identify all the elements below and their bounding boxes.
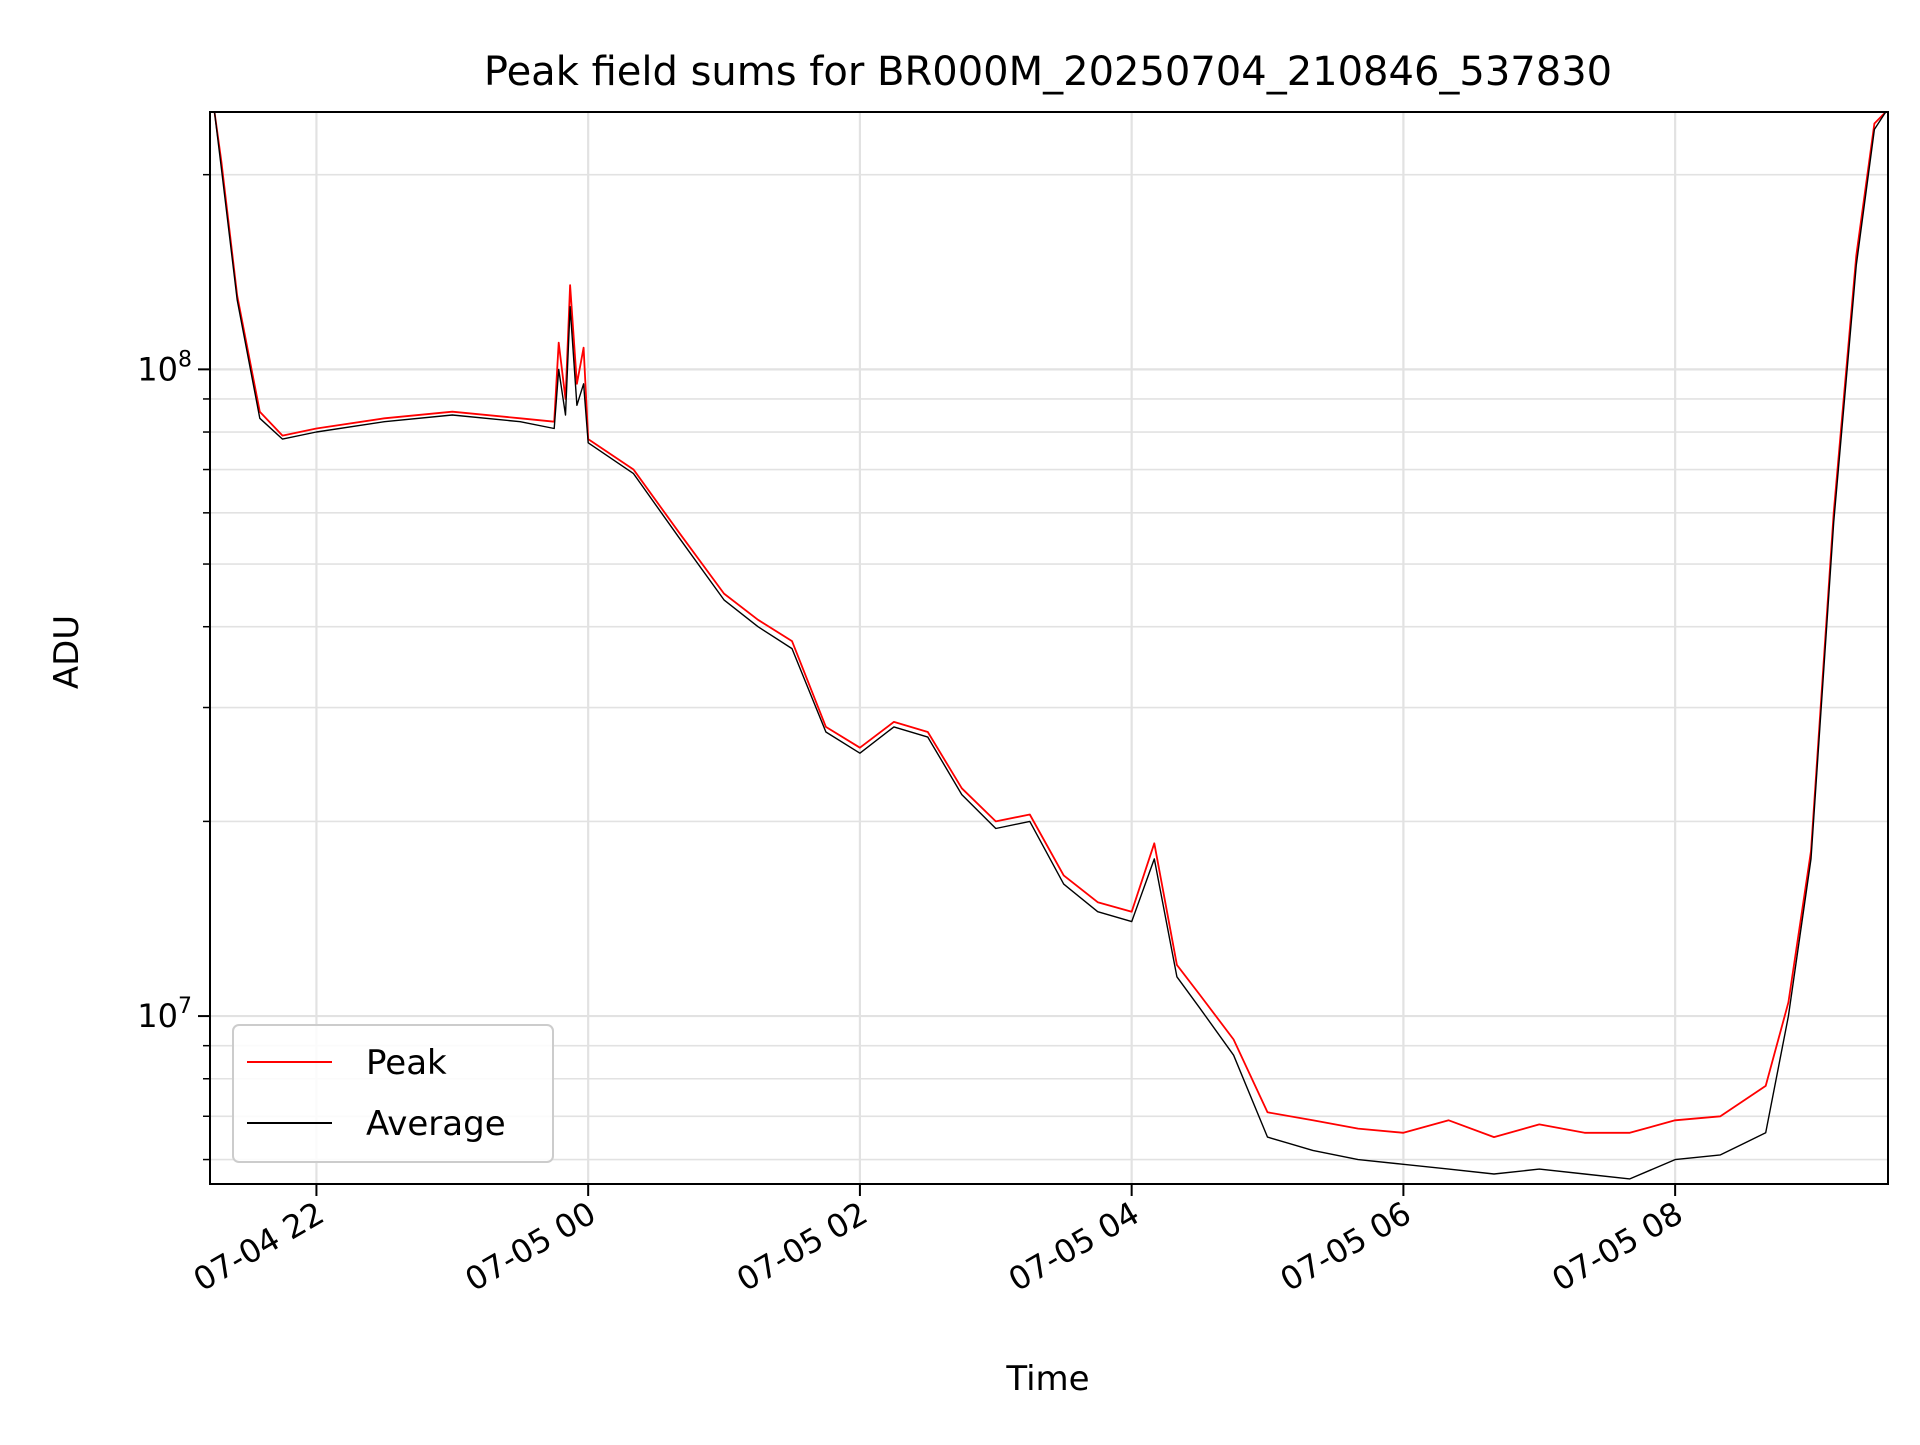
x-axis-label: Time: [1005, 1359, 1089, 1399]
y-tick-label-base: 10: [137, 350, 178, 388]
x-tick-label: 07-05 08: [1546, 1194, 1690, 1299]
chart-title: Peak field sums for BR000M_20250704_2108…: [484, 49, 1612, 95]
x-tick-label: 07-05 04: [1002, 1194, 1146, 1299]
x-tick-label: 07-05 06: [1274, 1194, 1418, 1299]
x-tick-label: 07-05 02: [730, 1194, 874, 1299]
y-tick-label: 107: [137, 994, 192, 1035]
legend-box: [232, 1024, 554, 1163]
y-tick-label: 108: [137, 347, 192, 388]
x-tick-label: 07-05 00: [459, 1194, 603, 1299]
plot-frame: [209, 111, 1889, 1185]
y-tick-label-base: 10: [137, 997, 178, 1035]
legend-label-peak: Peak: [366, 1043, 447, 1083]
legend-label-average: Average: [366, 1104, 506, 1144]
y-axis-label: ADU: [47, 615, 87, 689]
y-tick-label-exponent: 8: [178, 347, 192, 372]
series-line-peak: [213, 112, 1887, 1138]
series-layer: [213, 112, 1887, 1180]
grid-layer: [210, 112, 1888, 1184]
x-tick-label: 07-04 22: [187, 1194, 331, 1299]
series-line-average: [213, 112, 1887, 1180]
y-tick-label-exponent: 7: [178, 994, 192, 1019]
legend: Peak Average: [232, 1024, 554, 1163]
